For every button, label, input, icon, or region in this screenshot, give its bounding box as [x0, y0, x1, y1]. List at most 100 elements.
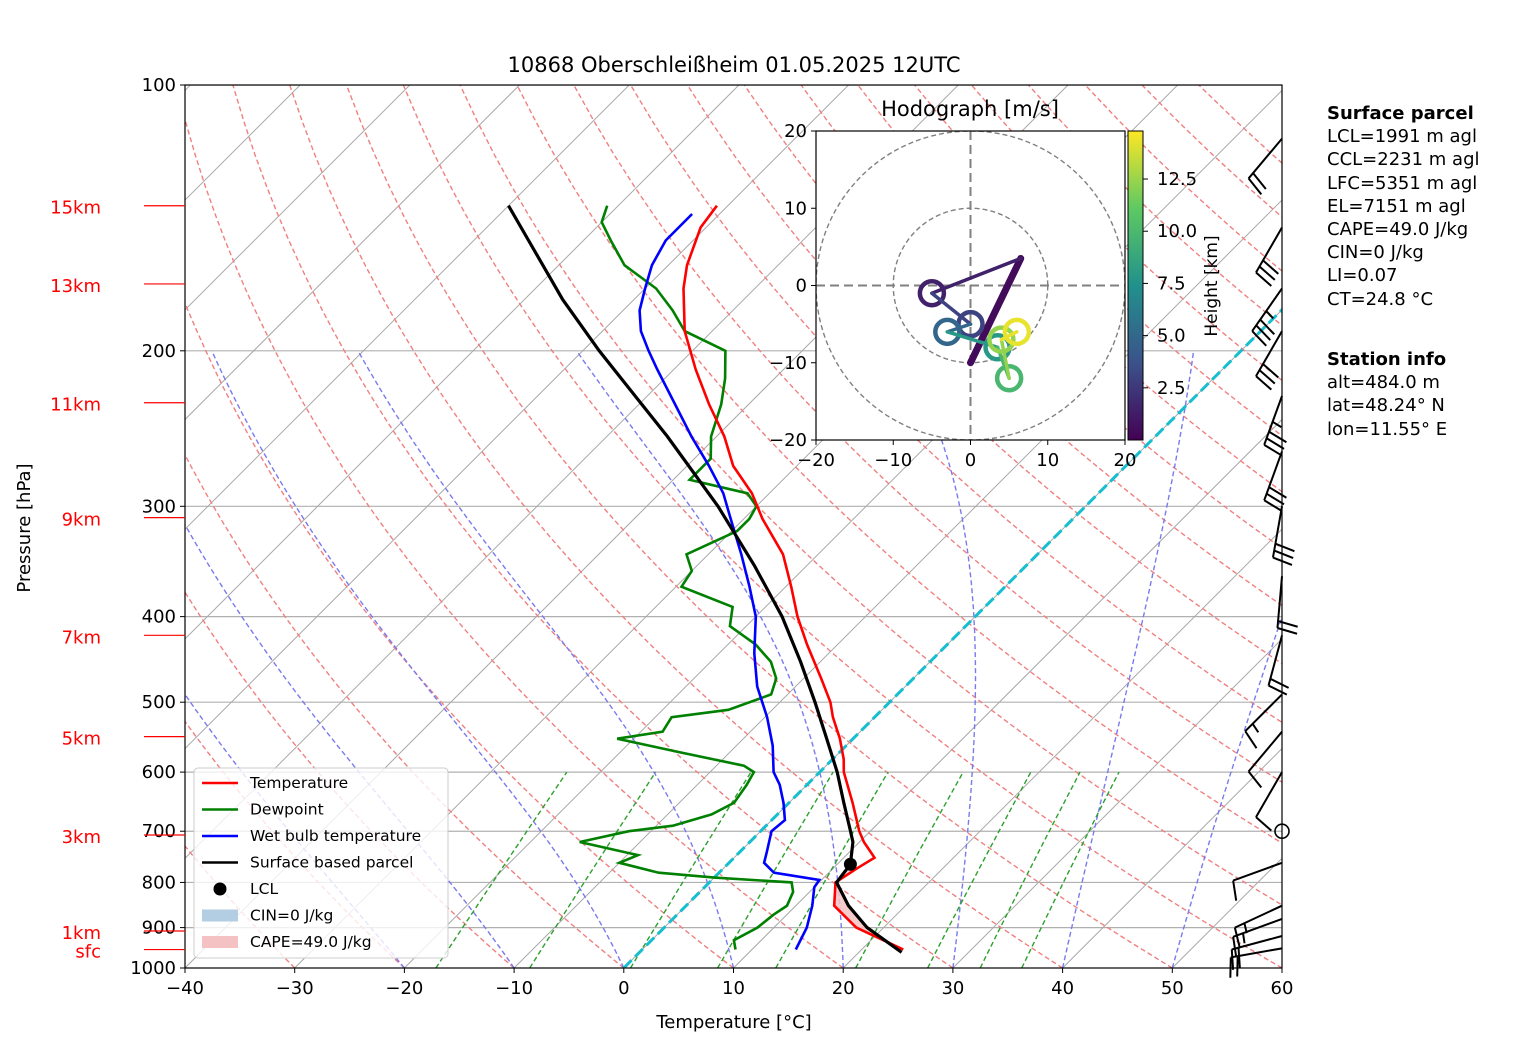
- hodograph: Hodograph [m/s] −20 −10 0 10 20 20 10 0 −10 −20 12…: [769, 97, 1222, 471]
- hodograph-y-tick-label: −20: [769, 430, 807, 451]
- isotherm: [185, 85, 520, 421]
- cape-cin-fill: [834, 864, 904, 953]
- barb-staff: [1255, 771, 1283, 818]
- barb-flag: [1244, 730, 1258, 749]
- y-tick-label: 400: [142, 607, 176, 628]
- barb-flag: [1252, 172, 1267, 190]
- mixing-ratio-line: [529, 771, 657, 968]
- colorbar-label: Height [km]: [1202, 235, 1222, 336]
- barb-flag: [1255, 375, 1272, 391]
- x-tick-label: −10: [495, 978, 533, 999]
- ccl-value: CCL=2231 m agl: [1327, 149, 1480, 171]
- height-label: 9km: [62, 510, 101, 531]
- barb-staff: [1232, 861, 1283, 882]
- colorbar-tick-label: 7.5: [1157, 273, 1186, 294]
- barb-staff: [1263, 395, 1283, 446]
- surface-parcel-panel: Surface parcel LCL=1991 m agl CCL=2231 m…: [1327, 102, 1480, 311]
- barb-flag: [1230, 949, 1235, 970]
- legend-label: Surface based parcel: [250, 854, 413, 872]
- barb-flag: [1269, 677, 1290, 689]
- barb-flag: [1255, 816, 1272, 832]
- dry-adiabat: [289, 85, 1063, 968]
- barb-flag: [1268, 684, 1288, 696]
- isotherm: [185, 85, 411, 311]
- mixing-ratio-line: [629, 771, 752, 968]
- moist-adiabat: [902, 350, 977, 968]
- calm-circle: [1274, 823, 1290, 840]
- lfc-value: LFC=5351 m agl: [1327, 172, 1478, 194]
- hodograph-y-tick-label: 10: [784, 198, 807, 219]
- station-info-heading: Station info: [1327, 349, 1447, 370]
- legend-label: Wet bulb temperature: [250, 827, 421, 845]
- height-label: 15km: [50, 198, 101, 219]
- barb-half-flag: [1265, 310, 1274, 320]
- y-tick-label: 900: [142, 918, 176, 939]
- hodograph-colorbar: [1127, 130, 1144, 441]
- isotherm: [733, 418, 1282, 968]
- hodograph-x-tick-label: 10: [1036, 450, 1059, 471]
- isotherm: [842, 528, 1282, 968]
- lcl-value: LCL=1991 m agl: [1327, 126, 1477, 148]
- barb-flag: [1247, 177, 1263, 195]
- barb-staff: [1244, 693, 1283, 732]
- cin-value: CIN=0 J/kg: [1327, 242, 1424, 264]
- legend-label: CAPE=49.0 J/kg: [250, 933, 372, 951]
- freezing-isotherm: [622, 307, 1282, 968]
- barb-flag: [1277, 627, 1298, 635]
- legend-swatch: [202, 909, 238, 922]
- moist-adiabat: [1061, 350, 1195, 968]
- parcel-line: [507, 204, 903, 954]
- profile-lines: [507, 204, 904, 954]
- station-altitude: alt=484.0 m: [1327, 372, 1440, 394]
- height-label: 11km: [50, 395, 101, 416]
- barb-half-flag: [1251, 723, 1260, 733]
- colorbar-tick-label: 12.5: [1157, 169, 1197, 190]
- hodograph-loop: [917, 278, 947, 308]
- height-label: 3km: [62, 827, 101, 848]
- isotherm: [513, 199, 1282, 968]
- barb-half-flag: [1243, 922, 1248, 934]
- legend-label: Temperature: [249, 774, 348, 792]
- isotherm: [185, 85, 849, 750]
- barb-staff: [1263, 451, 1283, 501]
- dry-adiabat: [857, 85, 1282, 493]
- barb-flag: [1268, 430, 1287, 444]
- moist-adiabat: [357, 350, 735, 968]
- legend-swatch: [213, 882, 227, 896]
- barb-half-flag: [1242, 933, 1246, 944]
- barb-staff: [1234, 904, 1283, 929]
- x-tick-label: 30: [941, 978, 964, 999]
- dry-adiabat: [185, 116, 844, 968]
- isotherm: [1062, 747, 1282, 968]
- moist-adiabat: [1171, 614, 1282, 968]
- hodograph-axes: −20 −10 0 10 20 20 10 0 −10 −20 12.5 10.0 7.5 5.0 2.5: [769, 121, 1197, 471]
- barb-flag: [1233, 927, 1241, 948]
- colorbar-tick-label: 10.0: [1157, 221, 1197, 242]
- hodograph-x-tick-label: 20: [1114, 450, 1137, 471]
- barb-flag: [1255, 324, 1272, 341]
- barb-flag: [1258, 369, 1276, 385]
- hodograph-y-tick-label: 0: [796, 276, 807, 297]
- dry-adiabat: [516, 85, 1282, 844]
- x-tick-label: −40: [166, 978, 204, 999]
- moist-adiabat: [211, 350, 625, 968]
- y-tick-label: 100: [142, 75, 176, 96]
- hodograph-y-tick-label: 20: [784, 121, 807, 142]
- wind-barbs: [1229, 137, 1298, 978]
- barb-flag: [1268, 486, 1287, 499]
- hodograph-y-tick-label: −10: [769, 353, 807, 374]
- barb-staff: [1267, 635, 1283, 686]
- legend: Temperature Dewpoint Wet bulb temperature S…: [193, 767, 449, 959]
- barb-flag: [1258, 265, 1276, 281]
- barb-flag: [1259, 318, 1276, 336]
- x-tick-label: 10: [722, 978, 745, 999]
- barb-staff: [1276, 576, 1283, 629]
- temperature-line: [682, 204, 904, 951]
- dry-adiabat: [232, 85, 954, 968]
- hodograph-x-tick-label: −10: [874, 450, 912, 471]
- legend-swatch: [202, 936, 238, 948]
- barb-flag: [1255, 271, 1272, 287]
- y-tick-label: 800: [142, 872, 176, 893]
